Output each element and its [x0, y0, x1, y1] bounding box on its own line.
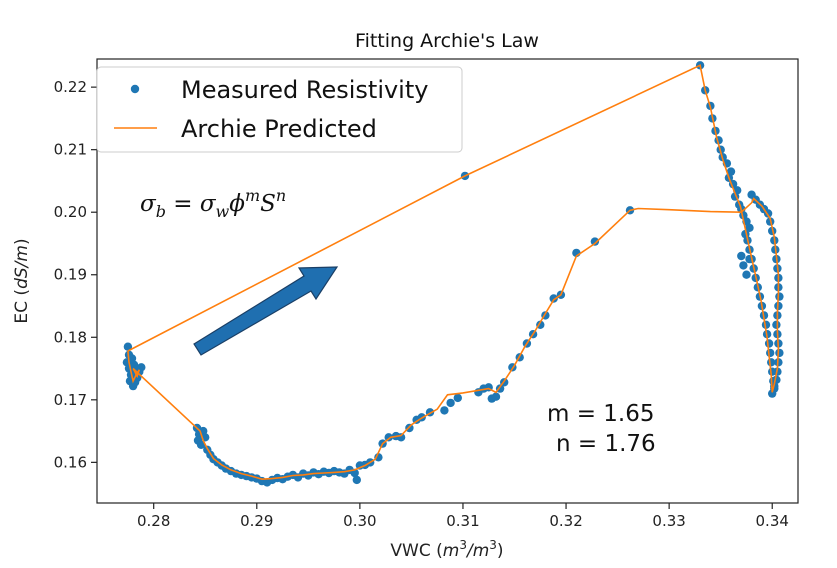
measured-point [549, 294, 558, 303]
measured-point [352, 475, 361, 485]
x-tick-label: 0.29 [240, 512, 273, 530]
x-tick-label: 0.32 [549, 512, 582, 530]
measured-point [745, 223, 754, 232]
archie-formula: σb = σwϕmSn [140, 186, 286, 221]
y-tick-label: 0.16 [54, 453, 87, 471]
y-axis-label-text: EC [12, 301, 32, 324]
legend: Measured Resistivity Archie Predicted [96, 66, 463, 153]
measured-point [453, 393, 462, 403]
legend-label-predicted: Archie Predicted [181, 115, 377, 143]
measured-point [768, 389, 777, 398]
legend-marker-measured [130, 84, 140, 94]
y-tick-label: 0.21 [54, 141, 87, 159]
x-tick-label: 0.33 [652, 512, 685, 530]
m-annotation: m = 1.65 [547, 401, 655, 427]
archie-predicted-line [127, 64, 780, 481]
x-axis-label: VWC (m3/m3) [390, 538, 503, 561]
legend-label-measured: Measured Resistivity [181, 76, 428, 104]
plot-area [122, 61, 784, 487]
y-axis-label: EC (dS/m) [12, 238, 32, 323]
y-tick-label: 0.19 [54, 266, 87, 284]
x-tick-label: 0.30 [343, 512, 376, 530]
y-tick-label: 0.18 [54, 328, 87, 346]
n-annotation: n = 1.76 [556, 431, 656, 457]
plot-frame [96, 58, 799, 504]
measured-point [766, 348, 775, 358]
x-tick-label: 0.34 [756, 512, 789, 530]
measured-point [742, 270, 751, 279]
measured-point [127, 354, 137, 363]
measured-point [590, 237, 600, 246]
y-tick-label: 0.17 [54, 391, 87, 409]
x-tick-label: 0.31 [446, 512, 479, 530]
measured-point [446, 398, 455, 408]
y-axis: 0.16 0.17 0.18 0.19 0.20 0.21 0.22 [54, 78, 97, 471]
measured-point [764, 339, 774, 348]
measured-point [196, 440, 206, 449]
measured-point [440, 406, 449, 415]
direction-arrow [193, 266, 339, 356]
x-axis-label-text: VWC [390, 541, 430, 561]
x-tick-label: 0.28 [137, 512, 170, 530]
arrow-shape [193, 266, 339, 356]
measured-point [123, 342, 133, 351]
measured-point [775, 348, 784, 358]
x-axis: 0.28 0.29 0.30 0.31 0.32 0.33 0.34 [137, 503, 789, 530]
measured-point [384, 433, 393, 442]
y-tick-label: 0.22 [54, 78, 87, 96]
measured-point [739, 261, 748, 270]
measured-point [767, 358, 776, 367]
measured-point [775, 292, 784, 301]
measured-point [129, 360, 139, 369]
measured-point [491, 392, 501, 401]
legend-box [96, 66, 463, 153]
y-tick-label: 0.20 [54, 203, 87, 221]
measured-point [772, 320, 781, 329]
chart-title: Fitting Archie's Law [355, 30, 539, 52]
measured-point [737, 251, 746, 261]
